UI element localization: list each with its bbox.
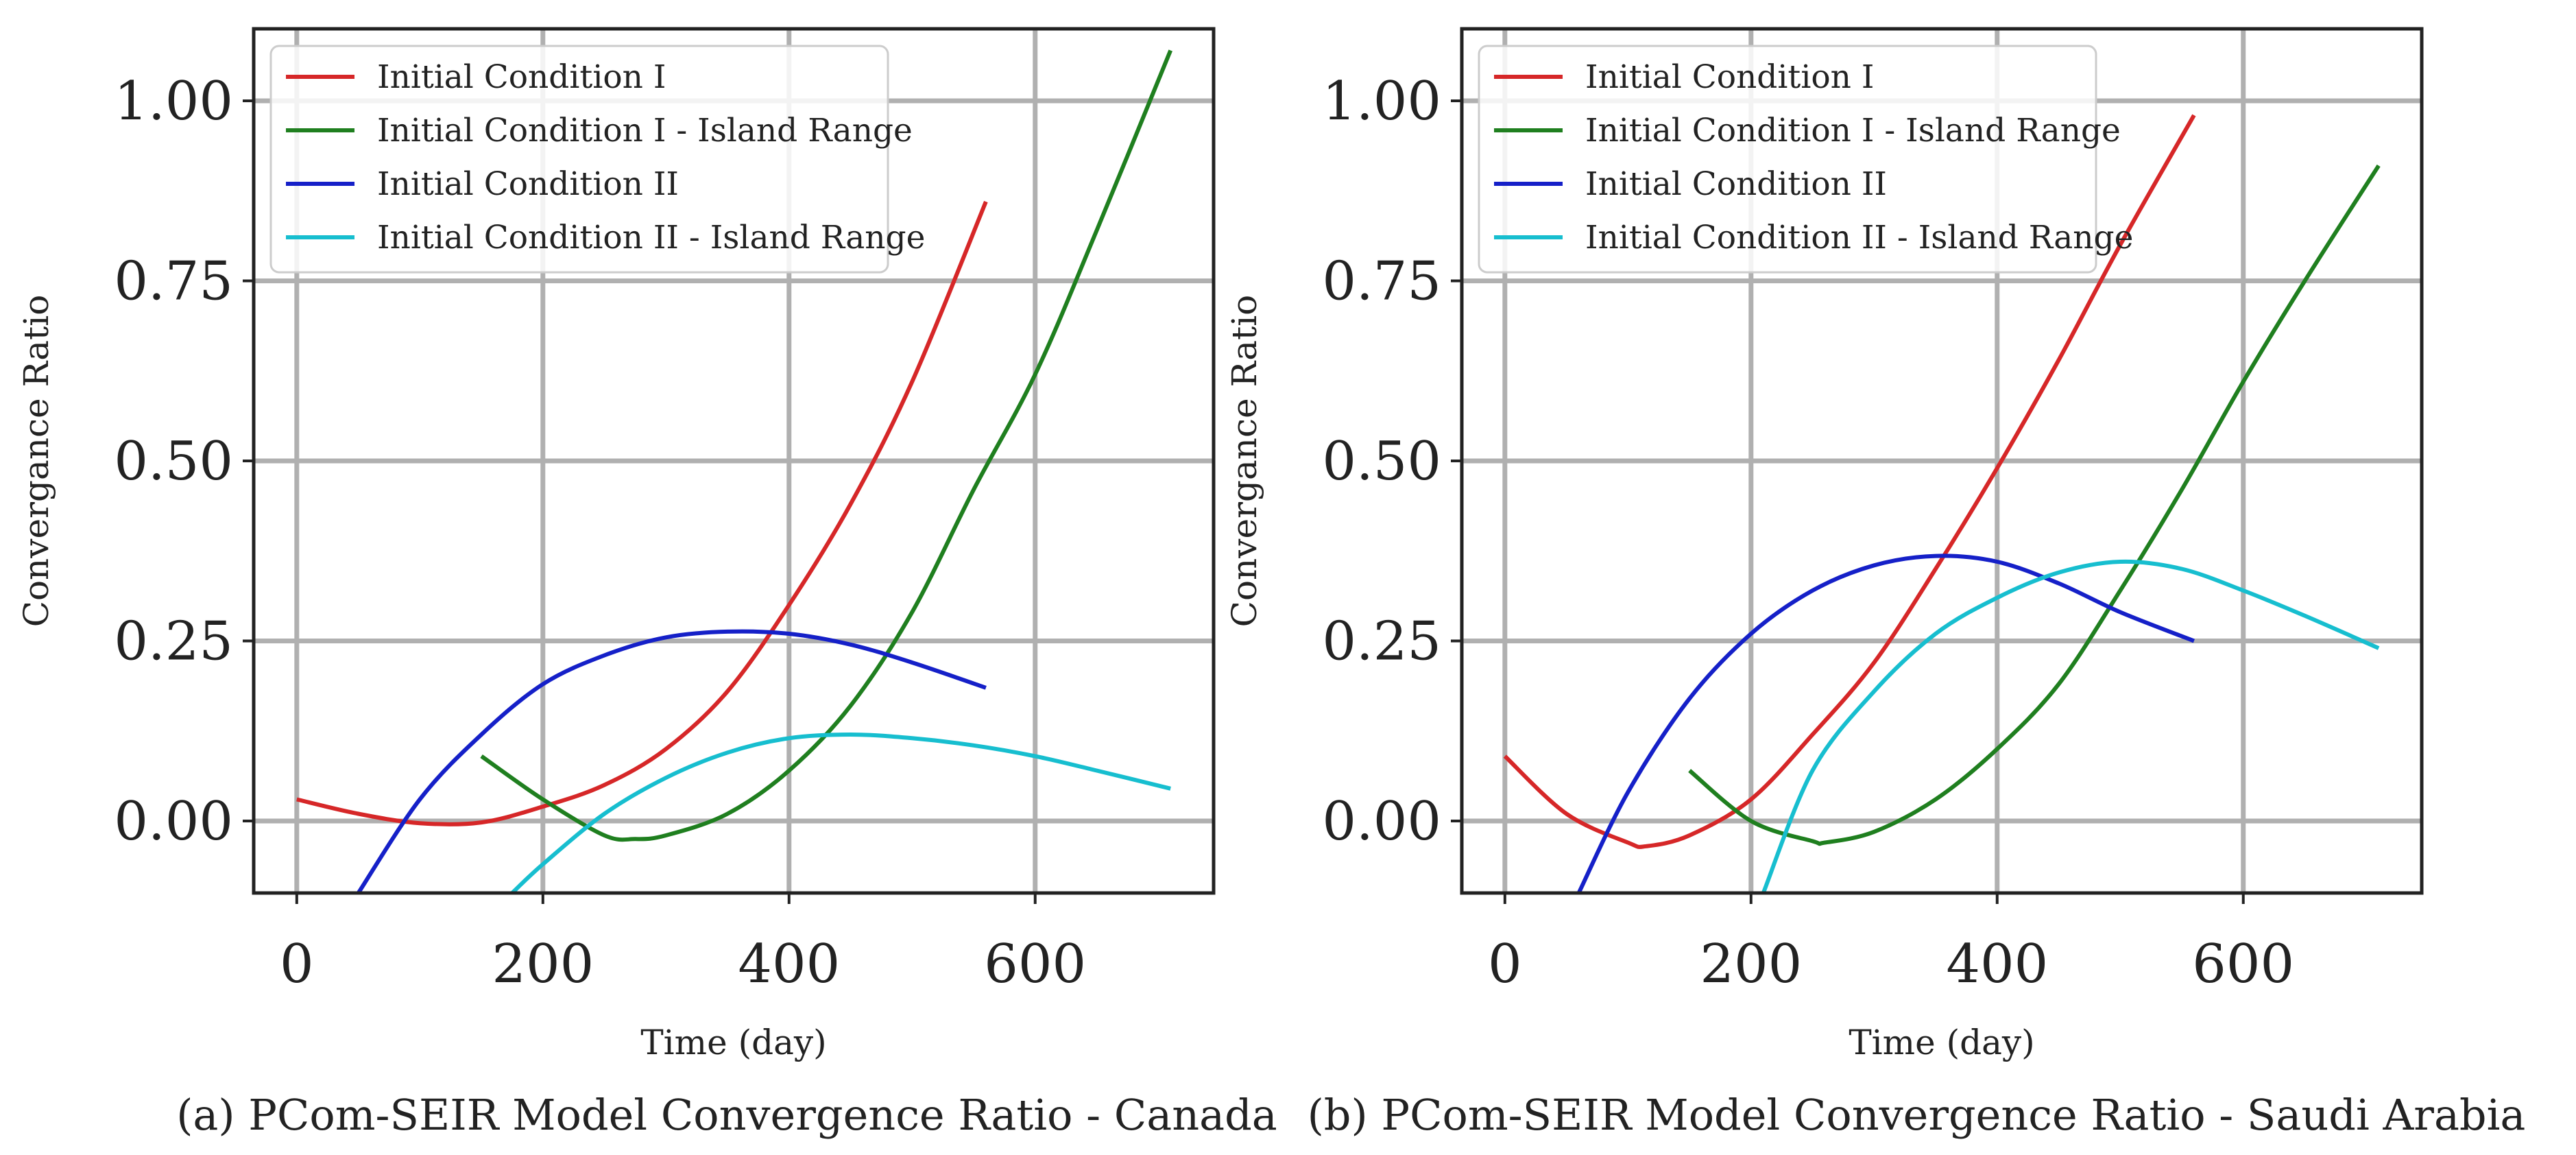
chart-panel-saudi-arabia: 0 200 400 600 0.00 0.25 0.50 0.75 1.00 Initial C…	[1225, 27, 2526, 1140]
x-axis-label: Time (day)	[640, 1023, 826, 1062]
series-line-initial-condition-i-island-range	[1688, 164, 2381, 846]
y-tick-label: 0.50	[1322, 431, 1441, 492]
legend-label: Initial Condition I	[377, 58, 666, 96]
legend-box	[269, 45, 889, 274]
series-line-initial-condition-ii	[1576, 553, 2195, 893]
x-axis-label: Time (day)	[1849, 1023, 2034, 1062]
axis-ticks: 0 200 400 600 0.00 0.25 0.50 0.75 1.00	[114, 71, 1086, 995]
series-lines	[1503, 114, 2381, 893]
y-tick-label: 0.00	[1322, 791, 1441, 853]
series-lines	[296, 49, 1172, 893]
chart-panel-canada: 0 200 400 600 0.00 0.25 0.50 0.75 1.00 Initial C…	[16, 27, 1277, 1140]
series-line-initial-condition-ii	[357, 629, 987, 893]
series-line-initial-condition-i-island-range	[480, 49, 1172, 842]
legend-label: Initial Condition II	[1585, 165, 1887, 203]
y-tick-label: 0.00	[114, 791, 233, 853]
figure-caption: (a) PCom-SEIR Model Convergence Ratio - …	[176, 1090, 1277, 1140]
legend: Initial Condition I Initial Condition I -…	[1478, 45, 2133, 274]
y-tick-label: 1.00	[1322, 71, 1441, 132]
y-axis-label: Convergance Ratio	[1225, 295, 1264, 628]
series-line-initial-condition-ii-island-range	[510, 733, 1171, 893]
legend-label: Initial Condition I - Island Range	[377, 112, 913, 150]
x-tick-label: 200	[1700, 933, 1802, 995]
x-tick-label: 0	[1488, 933, 1522, 995]
legend-label: Initial Condition II	[377, 165, 679, 203]
legend-label: Initial Condition II - Island Range	[1585, 219, 2133, 257]
y-axis-label: Convergance Ratio	[16, 295, 56, 628]
series-line-initial-condition-ii-island-range	[1761, 559, 2380, 893]
y-tick-label: 0.50	[114, 431, 233, 492]
x-tick-label: 400	[738, 933, 840, 995]
series-line-initial-condition-i	[296, 200, 988, 826]
axis-ticks: 0 200 400 600 0.00 0.25 0.50 0.75 1.00	[1322, 71, 2294, 995]
legend-label: Initial Condition I	[1585, 58, 1874, 96]
x-tick-label: 200	[492, 933, 594, 995]
x-tick-label: 400	[1946, 933, 2048, 995]
y-tick-label: 1.00	[114, 71, 233, 132]
x-tick-label: 600	[2192, 933, 2294, 995]
legend-label: Initial Condition II - Island Range	[377, 219, 925, 257]
y-tick-label: 0.25	[114, 611, 233, 673]
y-tick-label: 0.25	[1322, 611, 1441, 673]
legend: Initial Condition I Initial Condition I -…	[269, 45, 925, 274]
y-tick-label: 0.75	[114, 251, 233, 313]
figure-caption: (b) PCom-SEIR Model Convergence Ratio - …	[1308, 1090, 2526, 1140]
y-tick-label: 0.75	[1322, 251, 1441, 313]
x-tick-label: 0	[280, 933, 314, 995]
legend-label: Initial Condition I - Island Range	[1585, 112, 2121, 150]
x-tick-label: 600	[984, 933, 1086, 995]
series-line-initial-condition-i	[1503, 114, 2196, 849]
legend-box	[1478, 45, 2097, 274]
